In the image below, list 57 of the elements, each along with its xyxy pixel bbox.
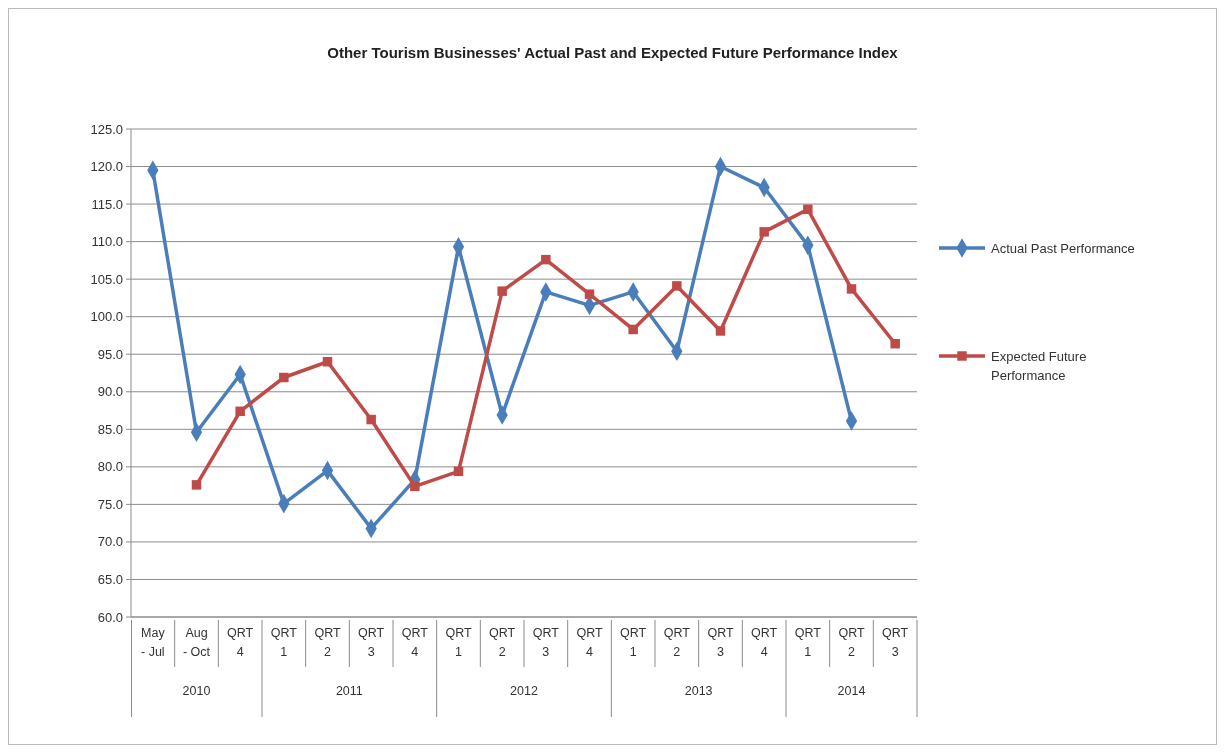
y-tick-label: 110.0 bbox=[91, 234, 123, 250]
x-tick-label: QRT 2 bbox=[314, 626, 341, 659]
point bbox=[628, 324, 638, 335]
y-tick-label: 80.0 bbox=[97, 459, 123, 475]
text: 2011 bbox=[335, 684, 363, 698]
text: 2013 bbox=[684, 684, 713, 698]
y-tick-label: 65.0 bbox=[97, 572, 123, 588]
point bbox=[846, 284, 857, 294]
y-tick-label: 70.0 bbox=[97, 534, 123, 550]
point bbox=[322, 357, 333, 367]
x-tick-label: May - Jul bbox=[141, 626, 166, 659]
legend-label: Expected Future Performance bbox=[991, 348, 1087, 383]
x-tick-label: QRT 3 bbox=[532, 626, 560, 659]
point bbox=[235, 406, 245, 417]
point bbox=[410, 481, 420, 492]
x-tick-label: QRT 1 bbox=[794, 626, 822, 659]
x-tick-label: QRT 2 bbox=[489, 626, 516, 659]
y-tick-label: 120.0 bbox=[90, 159, 123, 175]
x-tick-label: QRT 1 bbox=[620, 626, 647, 659]
x-tick-label: QRT 3 bbox=[358, 626, 385, 659]
y-tick-label: 125.0 bbox=[90, 121, 123, 137]
y-tick-label: 90.0 bbox=[97, 384, 123, 400]
y-tick-label: 75.0 bbox=[97, 496, 123, 512]
text: 2010 bbox=[182, 684, 211, 698]
text: 2014 bbox=[837, 684, 866, 698]
y-tick-label: 60.0 bbox=[97, 609, 123, 625]
point bbox=[191, 480, 202, 490]
point bbox=[890, 338, 900, 349]
point bbox=[803, 204, 813, 215]
y-tick-label: 105.0 bbox=[90, 271, 123, 287]
chart-title: Other Tourism Businesses' Actual Past and Expected Future Performance Index bbox=[327, 44, 899, 61]
point bbox=[497, 286, 507, 296]
legend-label: Actual Past Performance bbox=[991, 240, 1135, 256]
x-tick-label: QRT 2 bbox=[663, 626, 691, 659]
x-tick-label: QRT 1 bbox=[445, 626, 472, 659]
point bbox=[279, 372, 289, 383]
x-tick-label: QRT 4 bbox=[751, 626, 778, 659]
y-tick-label: 115.0 bbox=[91, 196, 123, 212]
point bbox=[366, 414, 376, 425]
x-tick-label: QRT 4 bbox=[576, 626, 603, 659]
x-tick-label: QRT 3 bbox=[882, 626, 909, 659]
x-tick-label: QRT 4 bbox=[401, 626, 429, 659]
point bbox=[541, 254, 551, 265]
y-tick-label: 85.0 bbox=[97, 421, 123, 437]
text: 2012 bbox=[510, 684, 538, 698]
point bbox=[759, 227, 769, 237]
x-tick-label: Aug - Oct bbox=[182, 626, 211, 659]
x-tick-label: QRT 4 bbox=[227, 626, 254, 659]
x-tick-label: QRT 3 bbox=[707, 626, 734, 659]
x-tick-label: QRT 1 bbox=[270, 626, 298, 659]
point bbox=[584, 289, 595, 299]
y-tick-label: 100.0 bbox=[90, 309, 123, 325]
point bbox=[672, 281, 682, 291]
point bbox=[453, 466, 464, 477]
point bbox=[715, 326, 726, 336]
x-tick-label: QRT 2 bbox=[838, 626, 865, 659]
y-tick-label: 95.0 bbox=[97, 346, 123, 362]
